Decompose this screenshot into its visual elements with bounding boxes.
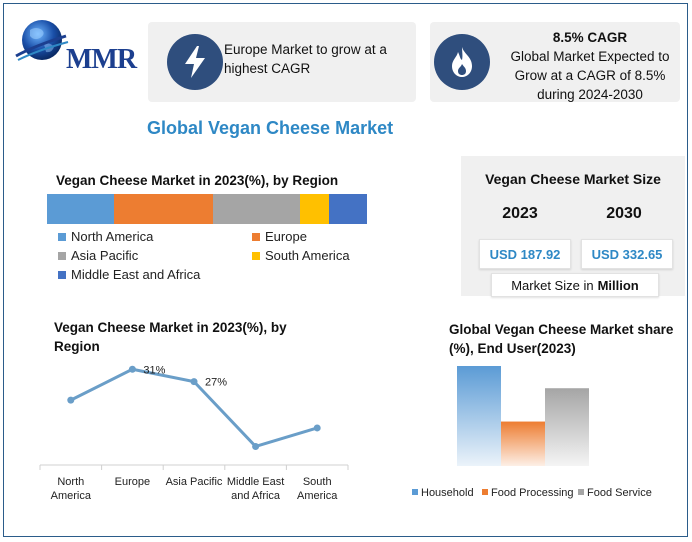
market-size-panel: Vegan Cheese Market Size 2023 2030 USD 1… (461, 156, 685, 297)
line-point (128, 365, 136, 373)
legend-swatch (482, 489, 488, 495)
value-2023: USD 187.92 (479, 239, 571, 269)
line-chart: 31% 27% North America Europe Asia Pacific Midd… (39, 364, 349, 502)
legend-label: Middle East and Africa (71, 267, 201, 282)
bar-household (457, 366, 501, 466)
legend-item-north-america: North America (58, 229, 153, 244)
legend-swatch (412, 489, 418, 495)
year-2023: 2023 (502, 205, 538, 222)
lightning-icon (167, 34, 223, 90)
info-box-europe: Europe Market to grow at a highest CAGR (148, 22, 416, 102)
legend-label: Food Processing (491, 487, 574, 499)
line-point (190, 378, 198, 386)
x-tick-label: Middle East and Africa (227, 476, 284, 502)
bar-chart: Household Food Processing Food Service (412, 366, 652, 499)
market-size-title: Vegan Cheese Market Size (485, 171, 661, 187)
legend-swatch (58, 232, 66, 241)
globe-icon (15, 20, 69, 61)
bar-chart-title: Global Vegan Cheese Market share (%), En… (449, 322, 674, 356)
x-tick-label: Asia Pacific (166, 476, 223, 488)
bar-food-service (545, 388, 589, 466)
x-tick-label: Europe (115, 476, 150, 488)
legend-swatch (578, 489, 584, 495)
data-label: 27% (205, 377, 227, 389)
line-point (252, 442, 260, 450)
legend-item-south-america: South America (252, 248, 350, 263)
cagr-description: Global Market Expected to Grow at a CAGR… (510, 49, 670, 102)
x-tick-label: South America (297, 476, 338, 502)
legend-swatch (252, 251, 260, 260)
bar-food-processing (501, 421, 545, 466)
footer-unit: Million (597, 277, 639, 293)
stack-segment-europe (114, 194, 214, 224)
info-text-cagr: 8.5% CAGR Global Market Expected to Grow… (504, 28, 676, 104)
legend-swatch (58, 251, 66, 260)
stack-segment-middle-east-and-africa (328, 194, 367, 224)
stacked-bar (47, 194, 367, 224)
logo-text: MMR (66, 44, 137, 75)
legend-item-mea: Middle East and Africa (58, 267, 200, 282)
stack-segment-south-america (299, 194, 329, 224)
value-2030: USD 332.65 (581, 239, 673, 269)
data-label: 31% (143, 364, 165, 376)
legend-label: South America (265, 248, 350, 263)
line-chart-title: Vegan Cheese Market in 2023(%), by Regio… (54, 320, 287, 354)
legend-item-europe: Europe (252, 229, 307, 244)
info-box-cagr: 8.5% CAGR Global Market Expected to Grow… (430, 22, 680, 102)
legend-label: Food Service (587, 487, 652, 499)
logo: MMR (14, 16, 142, 75)
legend-swatch (252, 232, 260, 241)
flame-icon (434, 34, 490, 90)
legend-label: Household (421, 487, 474, 499)
footer-prefix: Market Size in (511, 277, 594, 293)
line-point (67, 396, 75, 404)
x-tick-label: North America (51, 476, 92, 502)
legend-label: Asia Pacific (71, 248, 139, 263)
legend-label: North America (71, 229, 154, 244)
cagr-heading: 8.5% CAGR (552, 30, 628, 45)
legend-item-asia-pacific: Asia Pacific (58, 248, 138, 263)
legend-label: Europe (265, 229, 307, 244)
info-text-europe: Europe Market to grow at a highest CAGR (224, 42, 387, 76)
stacked-chart-title: Vegan Cheese Market in 2023(%), by Regio… (56, 173, 339, 188)
stack-segment-asia-pacific (213, 194, 300, 224)
market-size-footer: Market Size in Million (491, 273, 659, 297)
legend-swatch (58, 270, 66, 279)
stack-segment-north-america (47, 194, 115, 224)
page-title: Global Vegan Cheese Market (147, 118, 394, 138)
year-2030: 2030 (606, 205, 642, 222)
line-point (313, 424, 321, 432)
